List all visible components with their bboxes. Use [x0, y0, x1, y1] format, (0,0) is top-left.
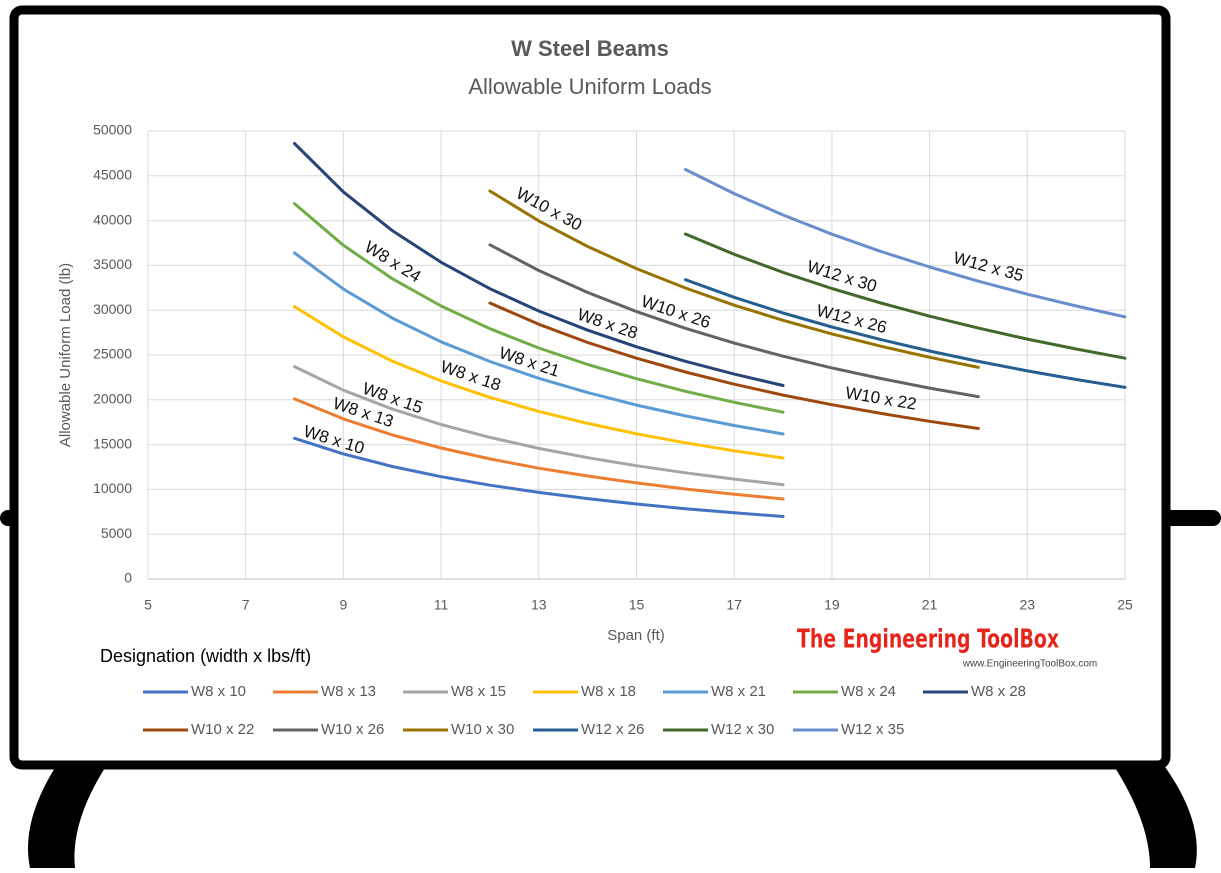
y-tick-label: 40000 [93, 211, 132, 227]
y-tick-label: 15000 [93, 435, 132, 451]
x-tick-label: 11 [434, 597, 449, 613]
legend-label: W8 x 21 [711, 683, 766, 700]
brand-url: www.EngineeringToolBox.com [962, 659, 1098, 670]
y-tick-label: 5000 [101, 525, 132, 541]
x-tick-label: 25 [1117, 597, 1133, 613]
legend-label: W8 x 13 [321, 683, 376, 700]
chart-title: W Steel Beams [511, 36, 669, 61]
x-tick-label: 7 [242, 597, 250, 613]
legend-label: W8 x 10 [191, 683, 246, 700]
legend-label: W10 x 30 [451, 721, 514, 738]
x-axis-title: Span (ft) [607, 627, 665, 644]
x-tick-label: 21 [922, 597, 938, 613]
y-tick-label: 45000 [93, 167, 132, 183]
y-axis-title: Allowable Uniform Load (lb) [57, 263, 74, 447]
y-tick-label: 50000 [93, 122, 132, 138]
legend-label: W8 x 24 [841, 683, 896, 700]
x-tick-label: 17 [726, 597, 742, 613]
y-tick-label: 20000 [93, 391, 132, 407]
stand-leg [28, 760, 110, 868]
x-tick-label: 19 [824, 597, 840, 613]
legend-label: W12 x 35 [841, 721, 904, 738]
y-tick-label: 30000 [93, 301, 132, 317]
y-tick-label: 0 [124, 570, 132, 586]
y-tick-label: 25000 [93, 346, 132, 362]
brand-name: The Engineering ToolBox [797, 625, 1059, 655]
y-tick-label: 10000 [93, 480, 132, 496]
stand-leg [1110, 760, 1197, 868]
x-tick-label: 13 [531, 597, 547, 613]
legend-label: W12 x 30 [711, 721, 774, 738]
legend-label: W8 x 18 [581, 683, 636, 700]
legend-title: Designation (width x lbs/ft) [100, 646, 311, 666]
y-tick-label: 35000 [93, 256, 132, 272]
chart: W Steel Beams Allowable Uniform Loads Sp… [0, 0, 1221, 868]
x-tick-label: 5 [144, 597, 152, 613]
legend-label: W10 x 26 [321, 721, 384, 738]
chart-subtitle: Allowable Uniform Loads [468, 74, 711, 99]
x-tick-label: 9 [340, 597, 348, 613]
legend-label: W10 x 22 [191, 721, 254, 738]
legend-label: W12 x 26 [581, 721, 644, 738]
x-tick-label: 23 [1020, 597, 1036, 613]
legend-label: W8 x 15 [451, 683, 506, 700]
x-tick-label: 15 [629, 597, 645, 613]
legend-label: W8 x 28 [971, 683, 1026, 700]
